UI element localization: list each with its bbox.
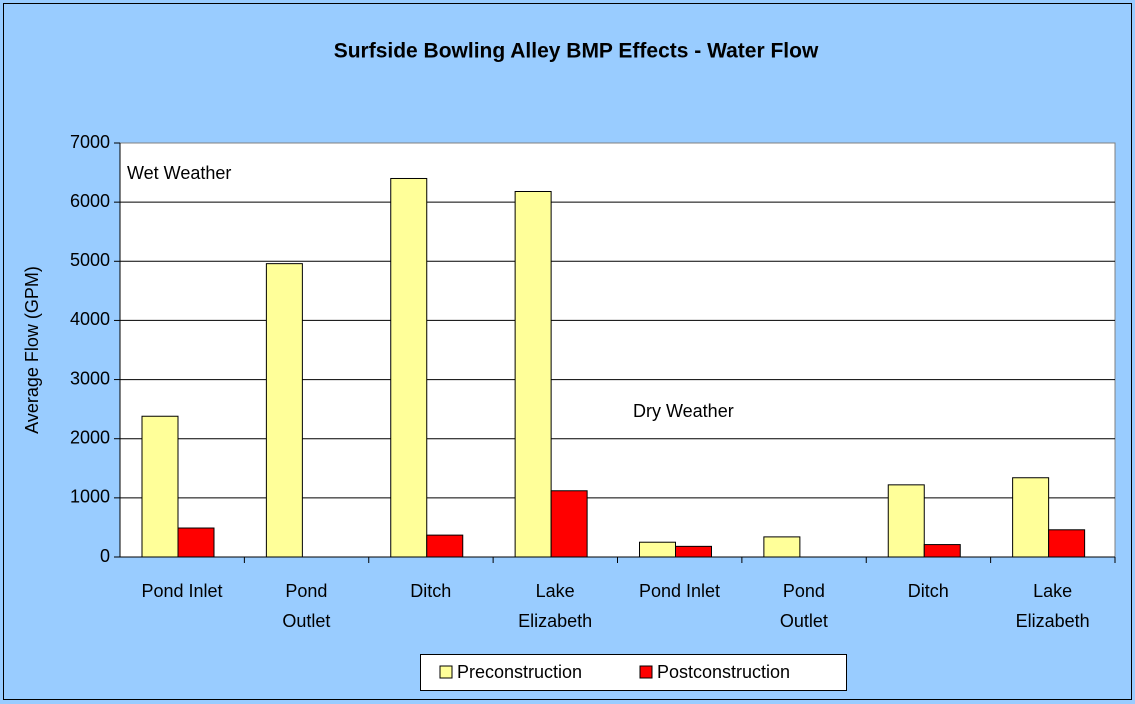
x-tick-label: Lake Elizabeth	[1015, 581, 1090, 631]
y-tick-label: 2000	[70, 427, 110, 447]
y-tick-label: 5000	[70, 250, 110, 270]
chart-title: Surfside Bowling Alley BMP Effects - Wat…	[334, 40, 819, 63]
x-tick-label: Ditch	[410, 581, 452, 601]
bar	[177, 527, 215, 558]
legend-swatch	[439, 665, 453, 679]
x-tick-label: Pond Inlet	[638, 581, 721, 601]
x-tick-label: Lake Elizabeth	[518, 581, 593, 631]
x-tick-label: Ditch	[907, 581, 949, 601]
x-tick-label: Pond Outlet	[282, 581, 331, 631]
bar	[550, 490, 588, 558]
y-tick-label: 3000	[70, 368, 110, 388]
bar	[763, 536, 801, 558]
x-tick-label: Pond Inlet	[141, 581, 223, 601]
legend-label: Postconstruction	[657, 662, 790, 682]
legend-label: Preconstruction	[457, 662, 582, 682]
bar	[426, 534, 464, 558]
bar	[639, 541, 676, 558]
bar	[514, 190, 552, 558]
annotation: Dry Weather	[633, 401, 734, 421]
y-tick-label: 7000	[70, 132, 110, 152]
bar	[1048, 529, 1086, 558]
legend-swatch	[639, 665, 653, 679]
x-tick-label: Pond Outlet	[779, 581, 828, 631]
bar	[675, 545, 712, 558]
bar	[887, 484, 925, 558]
y-tick-label: 1000	[70, 487, 110, 507]
bar	[1012, 477, 1050, 558]
y-tick-label: 0	[100, 546, 110, 566]
y-tick-label: 6000	[70, 191, 110, 211]
bar	[141, 415, 179, 558]
bar	[265, 263, 303, 558]
legend	[420, 654, 847, 691]
y-tick-label: 4000	[70, 309, 110, 329]
y-axis-label: Average Flow (GPM)	[22, 266, 42, 434]
bar	[390, 177, 428, 558]
bar	[923, 544, 961, 558]
annotation: Wet Weather	[127, 163, 231, 183]
